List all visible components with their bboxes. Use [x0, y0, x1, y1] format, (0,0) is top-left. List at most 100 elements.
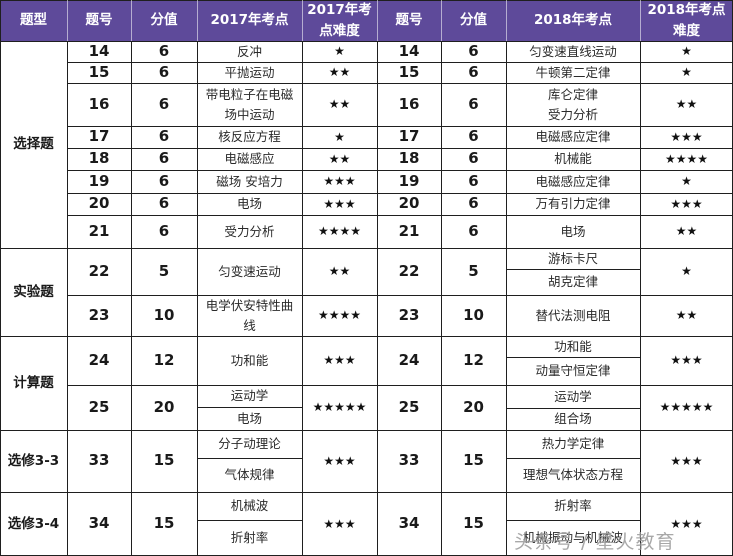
- topic-2018: 折射率: [554, 498, 592, 514]
- question-no-2018: 14: [398, 41, 420, 60]
- topic-2018: 胡克定律: [547, 274, 598, 290]
- grid-line: [197, 520, 302, 521]
- score-2017: 6: [158, 127, 170, 146]
- question-no-2017: 33: [88, 451, 110, 470]
- difficulty-stars-2017: ★★: [328, 264, 351, 279]
- grid-line: [67, 83, 733, 84]
- topic-2018: 理想气体状态方程: [522, 467, 623, 483]
- grid-line: [640, 0, 641, 41]
- question-no-2018: 17: [398, 127, 420, 146]
- score-2018: 6: [468, 194, 479, 213]
- topic-2017: 机械波: [230, 498, 269, 514]
- difficulty-stars-2018: ★★: [675, 308, 698, 323]
- section-label: 选择题: [13, 136, 54, 153]
- topic-2017: 气体规律: [224, 467, 275, 483]
- topic-2018: 游标卡尺: [547, 250, 598, 266]
- score-2017: 15: [153, 451, 175, 470]
- header-score-2017: 分值: [131, 0, 197, 41]
- score-2017: 6: [158, 62, 170, 81]
- grid-line: [67, 148, 733, 149]
- score-2017: 6: [158, 149, 170, 168]
- header-question-no-2017: 题号: [67, 0, 131, 41]
- question-no-2018: 21: [398, 221, 420, 240]
- difficulty-stars-2018: ★★★★★: [659, 400, 714, 415]
- grid-line: [506, 458, 640, 459]
- difficulty-stars-2018: ★: [681, 174, 692, 189]
- score-2017: 6: [158, 94, 170, 113]
- question-no-2017: 17: [88, 127, 110, 146]
- grid-line: [441, 0, 442, 41]
- topic-2017: 运动学: [230, 388, 269, 404]
- grid-line: [0, 248, 733, 249]
- grid-line: [67, 41, 68, 556]
- score-2017: 20: [153, 397, 175, 416]
- grid-line: [67, 0, 68, 41]
- grid-line: [67, 215, 733, 216]
- question-no-2018: 18: [398, 149, 420, 168]
- grid-line: [0, 41, 1, 556]
- topic-2018: 组合场: [554, 411, 592, 427]
- question-no-2018: 25: [398, 397, 420, 416]
- difficulty-stars-2018: ★★★★: [664, 151, 709, 166]
- header-question-no-2018: 题号: [377, 0, 441, 41]
- topic-2018: 电场: [560, 223, 586, 239]
- question-no-2017: 18: [88, 149, 110, 168]
- score-2018: 10: [463, 305, 484, 324]
- header-topic-2018: 2018年考点: [506, 0, 640, 41]
- grid-line: [0, 430, 733, 431]
- header-score-2018: 分值: [441, 0, 506, 41]
- grid-line: [377, 0, 378, 41]
- question-no-2017: 19: [88, 171, 110, 190]
- section-label: 计算题: [13, 374, 54, 391]
- score-2018: 20: [463, 397, 484, 416]
- question-no-2018: 34: [398, 514, 420, 533]
- score-2017: 10: [153, 305, 175, 324]
- grid-line: [377, 41, 378, 556]
- difficulty-stars-2017: ★★★: [323, 353, 356, 368]
- difficulty-stars-2017: ★★: [328, 65, 351, 80]
- grid-line: [197, 41, 198, 556]
- difficulty-stars-2017: ★★★: [323, 516, 356, 531]
- question-no-2018: 24: [398, 350, 420, 369]
- score-2017: 6: [158, 194, 170, 213]
- score-2017: 15: [153, 514, 175, 533]
- topic-2017: 带电粒子在电磁场中运动: [205, 87, 294, 122]
- question-no-2018: 22: [398, 261, 420, 280]
- grid-line: [131, 41, 132, 556]
- watermark: 头条号 / 星火教育: [514, 531, 676, 553]
- topic-2017: 电磁感应: [224, 151, 275, 167]
- difficulty-stars-2017: ★: [334, 44, 345, 59]
- difficulty-stars-2017: ★★★★: [317, 224, 362, 239]
- grid-line: [640, 41, 641, 556]
- score-2018: 6: [468, 171, 479, 190]
- score-2018: 6: [468, 221, 479, 240]
- question-no-2018: 19: [398, 171, 420, 190]
- topic-2017: 磁场 安培力: [216, 173, 283, 189]
- topic-2018: 动量守恒定律: [535, 363, 611, 379]
- topic-2017: 反冲: [236, 43, 262, 59]
- topic-2018: 库仑定律 受力分析: [506, 83, 640, 126]
- header-difficulty-2017-label: 2017年考 点难度: [307, 1, 372, 39]
- difficulty-stars-2017: ★★: [328, 151, 351, 166]
- score-2017: 6: [158, 171, 170, 190]
- topic-2018: 替代法测电阻: [535, 307, 611, 323]
- grid-line: [0, 41, 733, 42]
- header-score-2017-label: 分值: [150, 12, 178, 29]
- difficulty-stars-2018: ★: [681, 44, 692, 59]
- difficulty-stars-2017: ★★: [328, 97, 351, 112]
- grid-line: [506, 520, 640, 521]
- section-label: 实验题: [13, 283, 54, 300]
- question-no-2018: 20: [398, 194, 420, 213]
- topic-2017: 电场: [236, 196, 262, 212]
- difficulty-stars-2018: ★★★: [670, 196, 703, 211]
- question-no-2018: 33: [398, 451, 420, 470]
- topic-2017: 电学伏安特性曲线: [205, 298, 294, 333]
- topic-2017: 核反应方程: [218, 129, 281, 145]
- header-question-type-label: 题型: [20, 12, 47, 29]
- difficulty-stars-2017: ★★★★: [317, 308, 362, 323]
- score-2017: 6: [158, 41, 170, 60]
- topic-2018: 机械能: [554, 151, 592, 167]
- topic-2017: 功和能: [230, 352, 269, 368]
- topic-2018: 运动学: [554, 388, 592, 404]
